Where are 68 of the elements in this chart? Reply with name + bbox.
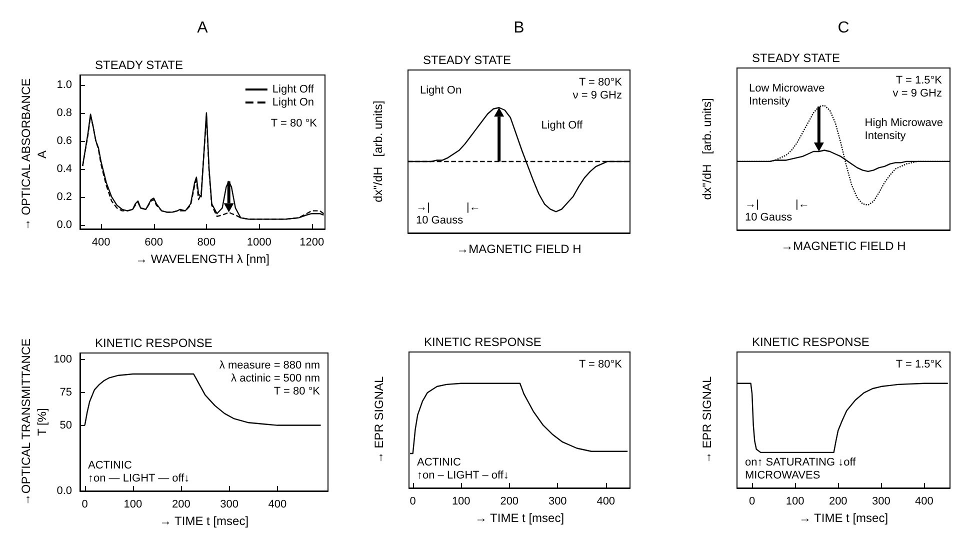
chart-title: A xyxy=(197,20,208,36)
y-tick-label: 1.0 xyxy=(56,78,72,91)
x-tick-label: 0 xyxy=(410,496,416,508)
x-tick-label: 200 xyxy=(828,496,848,508)
text: T = 80°K ν = 9 GHz xyxy=(572,76,623,102)
x-tick-label: 400 xyxy=(596,496,616,508)
x-tick-label: 0 xyxy=(82,498,88,510)
chart-subtitle: STEADY STATE xyxy=(423,53,512,67)
x-tick-label: 300 xyxy=(872,496,890,508)
y-tick-label: 100 xyxy=(54,354,72,366)
y-axis-title: dx"/dH [arb. units] xyxy=(700,98,714,200)
x-tick-label: 400 xyxy=(268,498,287,510)
annotation: High Microwave Intensity xyxy=(864,117,944,142)
x-tick-label: 400 xyxy=(92,236,110,248)
chart-subtitle: STEADY STATE xyxy=(95,58,184,72)
x-axis-title: → TIME t [msec] xyxy=(474,511,564,525)
annotation: →| |← 10 Gauss xyxy=(416,202,480,226)
x-axis-title: →MAGNETIC FIELD H xyxy=(456,242,582,256)
text: Light On xyxy=(420,84,462,96)
x-tick-label: 100 xyxy=(124,498,142,510)
x-tick-label: 100 xyxy=(786,496,804,508)
x-axis-title: → TIME t [msec] xyxy=(798,511,888,525)
x-tick-label: 300 xyxy=(548,496,567,508)
annotation: →| |← 10 Gauss xyxy=(745,198,810,224)
annotation: Light Off xyxy=(541,119,584,132)
chart-title: KINETIC RESPONSE xyxy=(95,336,212,350)
annotation: Low Microwave Intensity xyxy=(749,82,825,108)
x-tick-label: 600 xyxy=(144,236,163,248)
chart-title: B xyxy=(514,20,524,36)
x-axis-title: → TIME t [msec] xyxy=(159,514,249,528)
legend-label: Light Off xyxy=(272,84,315,96)
x-tick-label: 400 xyxy=(915,496,934,508)
chart-title: C xyxy=(838,20,850,36)
x-tick-label: 1000 xyxy=(246,236,272,248)
x-tick-label: 1200 xyxy=(300,236,324,248)
text: T = 1.5°K xyxy=(896,358,943,370)
chart-subtitle: STEADY STATE xyxy=(752,51,840,65)
x-tick-label: 0 xyxy=(749,496,756,508)
y-tick-label: 0.6 xyxy=(56,134,72,147)
x-tick-label: 100 xyxy=(452,496,470,508)
y-axis-title: dx"/dH [arb. units] xyxy=(371,100,385,202)
x-tick-label: 200 xyxy=(500,496,519,508)
y-tick-label: 0.0 xyxy=(56,485,72,497)
chart-title: KINETIC RESPONSE xyxy=(424,335,542,349)
x-tick-label: 300 xyxy=(220,498,238,510)
x-axis-title: →MAGNETIC FIELD H xyxy=(781,239,906,253)
annotation: ACTINIC ↑on — LIGHT — off↓ xyxy=(88,460,190,484)
text: T = 1.5°K v = 9 GHz xyxy=(892,74,943,100)
y-axis-title: → EPR SIGNAL xyxy=(700,376,714,464)
chart-title: KINETIC RESPONSE xyxy=(752,335,870,349)
y-axis-title: → OPTICAL ABSORBANCE A xyxy=(19,78,49,231)
y-tick-label: 0.4 xyxy=(56,162,72,175)
annotation: on↑ SATURATING ↓off MICROWAVES xyxy=(745,456,857,482)
y-tick-label: 0.2 xyxy=(56,190,72,203)
annotation: ACTINIC ↑on – LIGHT – off↓ xyxy=(417,456,509,482)
y-tick-label: 0.8 xyxy=(56,106,72,119)
y-tick-label: 0.0 xyxy=(56,218,72,231)
annotation: T = 80 °K xyxy=(270,118,318,130)
x-tick-label: 200 xyxy=(172,498,190,510)
y-tick-label: 75 xyxy=(60,386,72,398)
y-tick-label: 50 xyxy=(60,419,72,432)
x-tick-label: 800 xyxy=(197,236,216,248)
y-axis-title: → EPR SIGNAL xyxy=(372,376,386,464)
y-axis-title: →OPTICAL TRANSMITTANCE T [%] xyxy=(19,338,49,506)
text: T = 80°K xyxy=(578,358,623,370)
annotation: λ measure = 880 nm λ actinic = 500 nm T = 80 °K xyxy=(219,360,321,398)
legend-label: Light On xyxy=(272,96,314,108)
x-axis-title: → WAVELENGTH λ [nm] xyxy=(135,252,270,266)
